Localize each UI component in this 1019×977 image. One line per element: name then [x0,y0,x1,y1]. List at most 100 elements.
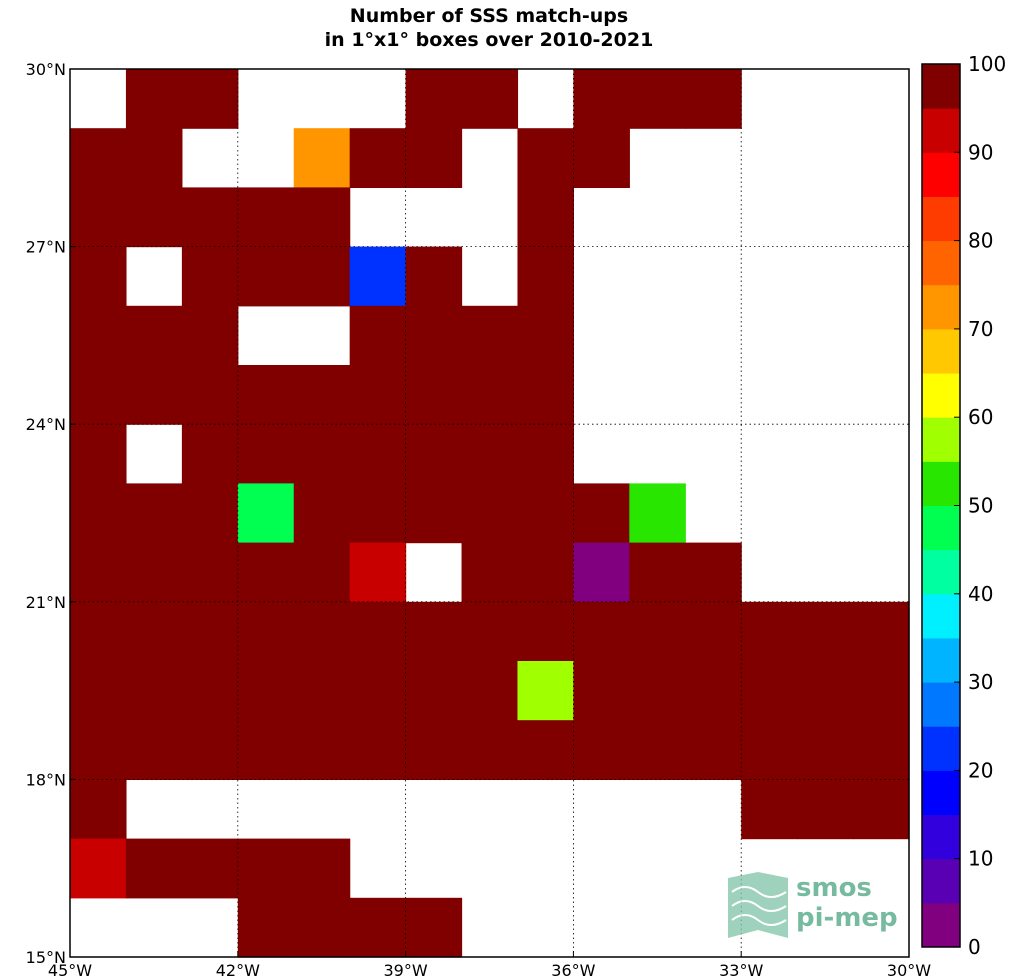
heatmap-cell [70,661,127,721]
heatmap-cell [741,779,798,840]
heatmap-cell [629,483,686,544]
heatmap-cell [741,661,798,721]
heatmap-cell [461,601,519,662]
heatmap-cell [573,542,630,603]
heatmap-cell [293,128,351,188]
colorbar-segment [922,373,960,418]
y-tick-label: 24°N [26,415,66,434]
heatmap-cell [629,720,686,780]
heatmap-cell [293,897,351,958]
colorbar-tick-label: 60 [968,405,993,429]
heatmap-cell [517,305,574,366]
heatmap-cell [573,661,630,721]
colorbar-segment [922,726,960,771]
heatmap-cell [237,424,295,484]
x-tick-label: 33°W [719,961,763,977]
x-tick-label: 39°W [384,961,428,977]
heatmap-cell [517,187,574,248]
smos-pi-mep-logo: smos pi-mep [728,872,898,938]
heatmap-cell [349,305,407,366]
heatmap-cell [573,69,630,129]
heatmap-cell [70,305,127,366]
heatmap-cell [405,720,463,780]
heatmap-cell [405,69,463,129]
heatmap-cell [293,601,351,662]
heatmap-cell [741,720,798,780]
heatmap-cell [405,897,463,958]
heatmap-cell [237,661,295,721]
colorbar-segment [922,549,960,595]
heatmap-cell [125,542,183,603]
heatmap-cell [517,128,574,188]
heatmap-cell [853,601,910,662]
heatmap-cell [125,483,183,544]
colorbar-segment [922,505,960,551]
colorbar-tick-label: 50 [968,494,993,518]
heatmap-cell [125,661,183,721]
heatmap-cell [181,365,239,425]
heatmap-cell [181,483,239,544]
colorbar-segment [922,637,960,683]
heatmap-cell [405,246,463,307]
colorbar-tick-label: 10 [968,847,993,871]
colorbar-segment [922,196,960,242]
heatmap-cell [349,897,407,958]
heatmap-cell [405,424,463,484]
heatmap-cell [293,187,351,248]
heatmap-cell [181,424,239,484]
heatmap-cell [70,601,127,662]
heatmap-cell [349,246,407,307]
heatmap-cell [70,779,127,840]
heatmap-cell [629,542,686,603]
heatmap-cell [125,69,183,129]
chart-title: Number of SSS match-ups [350,5,628,27]
plot-frame [69,68,910,958]
colorbar-segment [922,593,960,639]
heatmap-cell [405,305,463,366]
heatmap-cell [237,720,295,780]
colorbar-tick-label: 80 [968,229,993,253]
heatmap-cell [70,542,127,603]
heatmap-cell [573,720,630,780]
colorbar-tick-label: 20 [968,758,993,782]
heatmap-cell [70,128,127,188]
heatmap-cell [405,661,463,721]
heatmap-cell [461,305,519,366]
heatmap-cell [237,483,295,544]
heatmap-cell [629,69,686,129]
heatmap-cell [517,661,574,721]
heatmap-cell [349,424,407,484]
heatmap-cell [181,542,239,603]
heatmap-cell [853,661,910,721]
heatmap-cell [125,838,183,899]
heatmap-cell [797,720,854,780]
heatmap-cell [125,187,183,248]
colorbar-ticks: 0 10 20 30 40 50 60 70 80 90 100 [954,52,1006,959]
heatmap-cell [70,424,127,484]
heatmap-cell [125,720,183,780]
heatmap-cell [517,720,574,780]
heatmap-cell [70,838,127,899]
heatmap-cell [349,601,407,662]
heatmap-cell [461,720,519,780]
heatmap-cell [293,720,351,780]
heatmap-cell [405,365,463,425]
heatmap-cell [405,128,463,188]
heatmap-cell [181,838,239,899]
colorbar-segment [922,417,960,462]
x-tick-label: 45°W [48,961,92,977]
heatmap-cell [461,661,519,721]
heatmap-cell [405,483,463,544]
heatmap-cell [181,661,239,721]
heatmap-cell [349,483,407,544]
heatmap-cell [517,365,574,425]
colorbar-segment [922,328,960,374]
colorbar-tick-label: 40 [968,582,993,606]
heatmap-cell [461,542,519,603]
colorbar-segment [922,902,960,948]
heatmap-cell [181,187,239,248]
heatmap-cell [70,720,127,780]
colorbar-segment [922,64,960,109]
heatmap-cell [349,720,407,780]
colorbar-segment [922,858,960,904]
